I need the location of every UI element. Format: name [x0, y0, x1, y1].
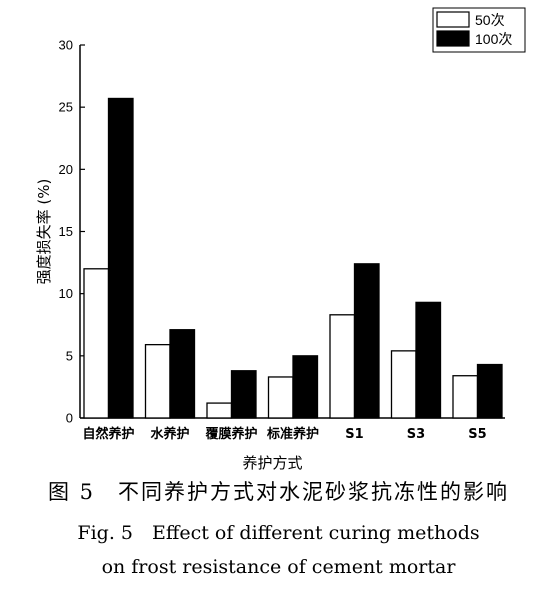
x-category-label: S3 [407, 427, 425, 442]
bar-series-1 [83, 268, 110, 419]
bar-series-1 [206, 402, 233, 419]
bar-series-2 [292, 355, 319, 419]
figure-caption-chinese: 图 5 不同养护方式对水泥砂浆抗冻性的影响 [47, 480, 510, 504]
y-tick-label: 5 [66, 348, 73, 363]
y-tick-label: 30 [59, 38, 73, 53]
y-axis-title: 强度损失率 (%) [35, 179, 53, 285]
bar-series-2 [353, 263, 380, 419]
figure-caption-english-line-2: on frost resistance of cement mortar [101, 556, 456, 578]
x-category-label: S1 [345, 427, 363, 442]
bar-series-2 [476, 363, 503, 419]
legend: 50次 100次 [432, 7, 526, 53]
x-category-label: 水养护 [150, 426, 189, 442]
y-tick-label: 0 [66, 411, 73, 426]
y-tick-label: 15 [59, 224, 73, 239]
plot-area: 0 5 10 15 20 25 30 自然养护 水养护 覆膜养护 标准养护 S1 S3 S5 养护方式 强度损… [35, 38, 505, 470]
x-axis-title: 养护方式 [242, 454, 302, 470]
x-category-label: S5 [468, 427, 486, 442]
bar-series-1 [144, 343, 171, 419]
bar-series-2 [415, 301, 442, 419]
y-tick-label: 25 [59, 100, 73, 115]
bar-series-1 [452, 375, 479, 419]
x-category-label: 自然养护 [82, 426, 134, 442]
bar-series-1 [390, 350, 417, 419]
bar-series-2 [230, 370, 257, 419]
x-category-label: 覆膜养护 [205, 426, 257, 442]
legend-swatch-1 [436, 11, 470, 28]
bar-series-1 [267, 376, 294, 419]
x-category-label: 标准养护 [266, 426, 319, 442]
y-tick-label: 10 [59, 286, 73, 301]
bar-series-2 [107, 97, 134, 419]
legend-swatch-2 [436, 30, 470, 47]
bar-chart: 0 5 10 15 20 25 30 自然养护 水养护 覆膜养护 标准养护 S1 S3 S5 养护方式 强度损… [35, 7, 526, 470]
legend-label-1: 50次 [475, 12, 505, 28]
legend-label-2: 100次 [475, 31, 512, 47]
bar-series-2 [169, 329, 196, 419]
y-tick-label: 20 [59, 162, 73, 177]
bar-series-1 [329, 314, 356, 419]
figure-caption-english-line-1: Fig. 5 Effect of different curing method… [77, 522, 480, 544]
